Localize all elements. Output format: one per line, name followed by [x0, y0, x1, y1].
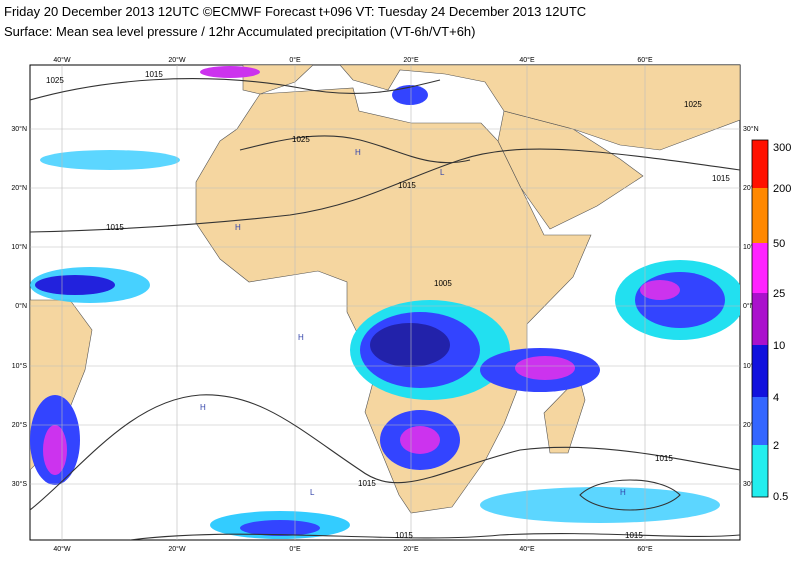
- colorbar-label: 50: [773, 238, 785, 250]
- latitude-label: 20°S: [12, 421, 28, 429]
- precipitation: [30, 66, 740, 539]
- latitude-label: 20°N: [11, 184, 27, 192]
- latitude-label: 0°N: [743, 302, 755, 310]
- colorbar-label: 300: [773, 142, 791, 154]
- latitude-label: 10°S: [12, 362, 28, 370]
- isobar-label: 1015: [625, 531, 643, 540]
- madagascar: [543, 376, 586, 454]
- longitude-label: 40°E: [519, 545, 535, 553]
- pressure-centre: L: [310, 488, 315, 497]
- isobar-label: 1025: [684, 100, 702, 109]
- axis-labels: 40°W 40°W 20°W 20°W 0°E 0°E 20°E 20°E 40°E 40°E 60…: [11, 56, 758, 553]
- longitude-label: 40°E: [519, 56, 535, 64]
- colorbar-label: 0.5: [773, 491, 788, 503]
- isobar-label: 1025: [46, 76, 64, 85]
- title-line-2: Surface: Mean sea level pressure / 12hr …: [4, 24, 476, 39]
- latitude-label: 10°N: [11, 243, 27, 251]
- isobars: [30, 78, 740, 540]
- longitude-label: 60°E: [637, 545, 653, 553]
- latitude-label: 10°N: [743, 243, 759, 251]
- pressure-centre: H: [235, 223, 241, 232]
- longitude-label: 0°E: [289, 545, 301, 553]
- longitude-label: 20°E: [403, 545, 419, 553]
- latitude-label: 30°N: [11, 125, 27, 133]
- isobar-label: 1015: [358, 479, 376, 488]
- pressure-centre: L: [440, 168, 445, 177]
- title-line-1: Friday 20 December 2013 12UTC ©ECMWF For…: [4, 4, 586, 19]
- graticule: [30, 65, 740, 540]
- colorbar-label: 4: [773, 392, 779, 404]
- latitude-label: 20°N: [743, 184, 759, 192]
- longitude-label: 20°W: [168, 56, 186, 64]
- isobar-label: 1015: [395, 531, 413, 540]
- longitude-label: 40°W: [53, 56, 71, 64]
- isobar-label: 1015: [145, 70, 163, 79]
- isobar-label: 1005: [434, 279, 452, 288]
- pressure-centre: H: [298, 333, 304, 342]
- colorbar-label: 200: [773, 183, 791, 195]
- isobar-label: 1015: [655, 454, 673, 463]
- longitude-label: 20°E: [403, 56, 419, 64]
- pressure-centre: H: [200, 403, 206, 412]
- latitude-label: 30°S: [743, 480, 759, 488]
- longitude-label: 60°E: [637, 56, 653, 64]
- longitude-label: 20°W: [168, 545, 186, 553]
- isobar-label: 1025: [292, 135, 310, 144]
- isobar-label: 1015: [398, 181, 416, 190]
- map: 1025 1015 1025 1015 1015 1005 1015 1025 …: [29, 64, 741, 541]
- colorbar-label: 25: [773, 288, 785, 300]
- colorbar-label: 10: [773, 340, 785, 352]
- isobar-label: 1015: [712, 174, 730, 183]
- longitude-label: 40°W: [53, 545, 71, 553]
- latitude-label: 30°S: [12, 480, 28, 488]
- latitude-label: 10°S: [743, 362, 759, 370]
- latitude-label: 20°S: [743, 421, 759, 429]
- latitude-label: 30°N: [743, 125, 759, 133]
- pressure-centre: H: [355, 148, 361, 157]
- colorbar-label: 2: [773, 440, 779, 452]
- pressure-centre: H: [620, 488, 626, 497]
- isobar-label: 1015: [106, 223, 124, 232]
- latitude-label: 0°N: [15, 302, 27, 310]
- colorbar: 300 200 50 25 10 4 2 0.5: [751, 139, 791, 503]
- longitude-label: 0°E: [289, 56, 301, 64]
